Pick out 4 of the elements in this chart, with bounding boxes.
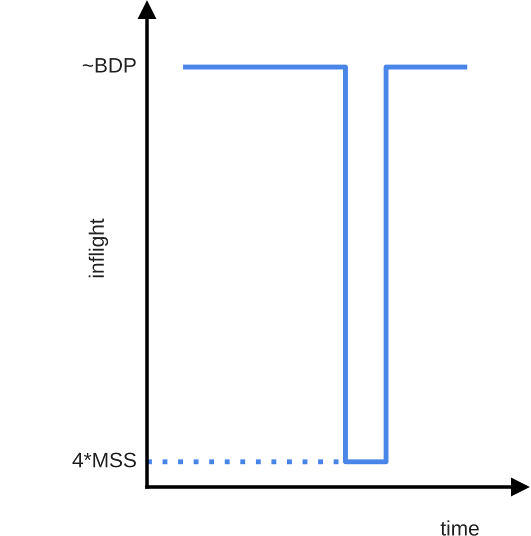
ref-line-label: 4*MSS [72,452,136,468]
y-axis-title: inflight [88,218,108,278]
text: ~BDP [82,58,136,72]
x-axis-title: time [440,520,479,536]
